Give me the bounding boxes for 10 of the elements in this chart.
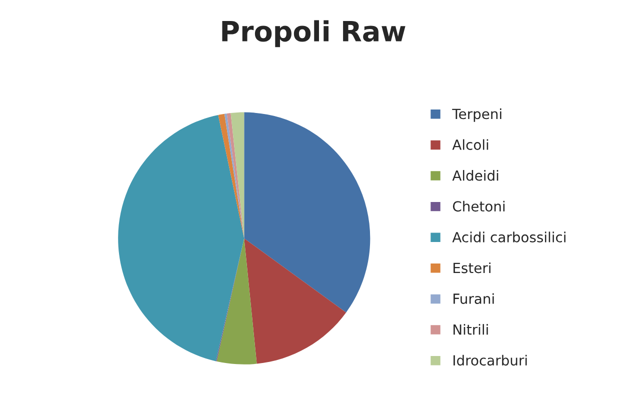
legend-label: Alcoli <box>452 139 488 150</box>
legend-label: Acidi carbossilici <box>452 232 566 242</box>
legend-label: Esteri <box>454 262 490 274</box>
legend-label: Nitrili <box>454 324 488 335</box>
legend-label: Terpeni <box>452 108 502 122</box>
legend-label: Idrocarburi <box>454 354 527 366</box>
chart-title: Propoli Raw <box>222 20 406 48</box>
legend-label: Chetoni <box>452 200 505 212</box>
legend-label: Furani <box>454 293 494 304</box>
legend-label: Aldeidi <box>452 170 498 181</box>
